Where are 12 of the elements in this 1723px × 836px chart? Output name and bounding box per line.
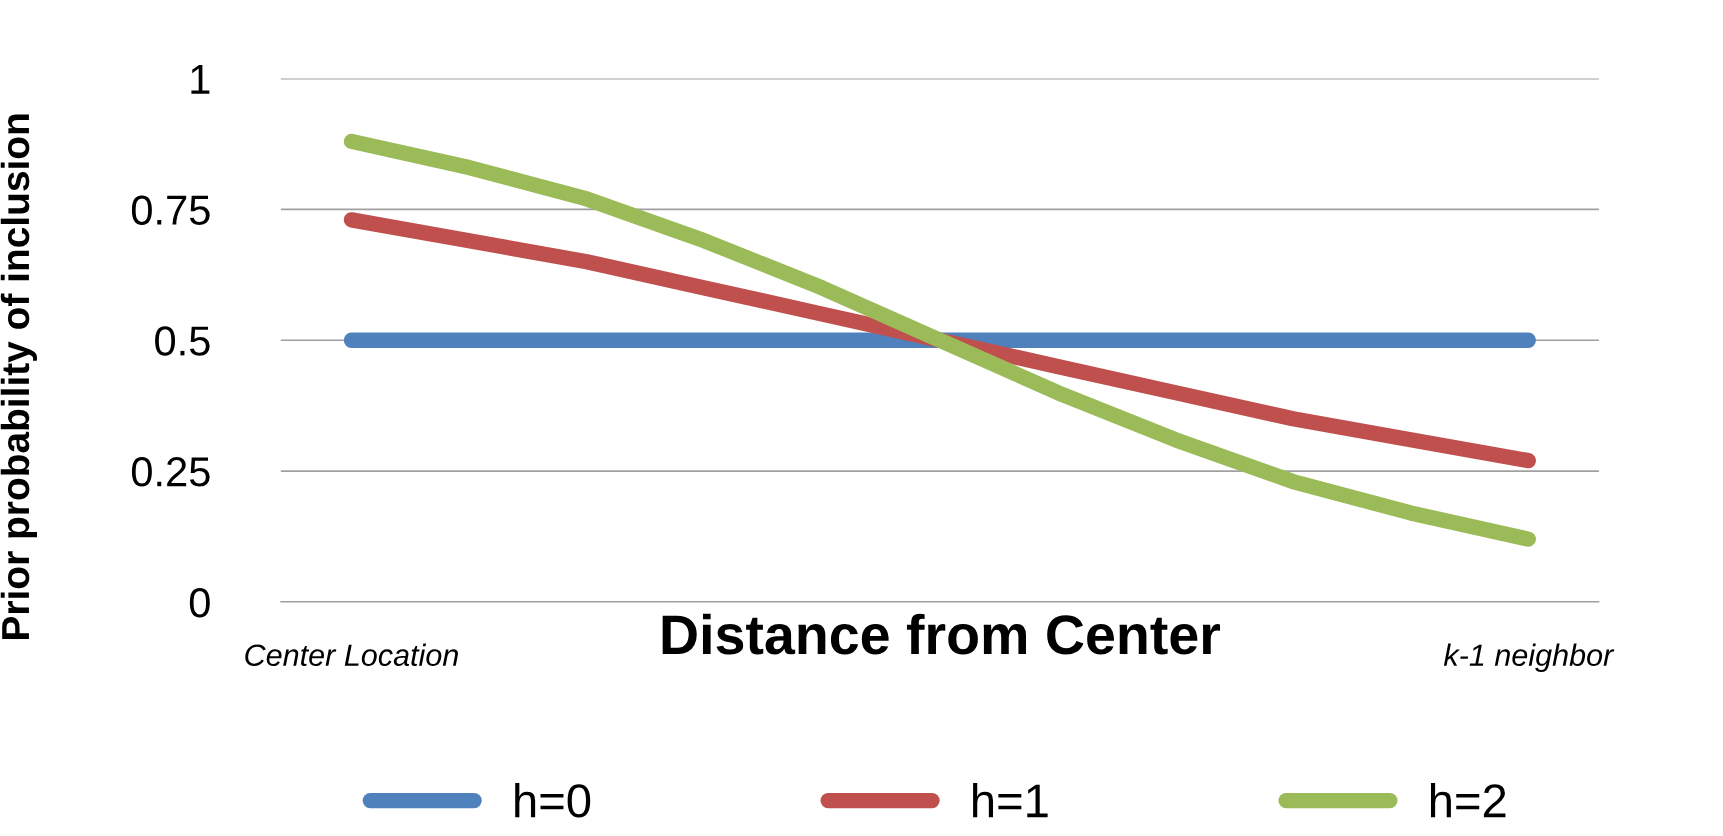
y-tick-label: 0.5 [155,326,210,356]
y-axis-title: Prior probability of inclusion [0,114,37,639]
y-tick-label: 0.25 [131,457,210,487]
x-tick-label: Center Location [245,643,458,667]
legend-label: h=0 [515,782,591,818]
legend-label: h=1 [973,782,1048,818]
y-tick-label: 0.75 [131,195,210,225]
legend-label: h=2 [1430,782,1506,818]
y-tick-label: 0 [189,587,210,618]
x-axis-title: Distance from Center [662,613,1221,655]
y-tick-label: 1 [191,65,210,94]
x-tick-label: k-1 neighbor [1443,643,1615,673]
